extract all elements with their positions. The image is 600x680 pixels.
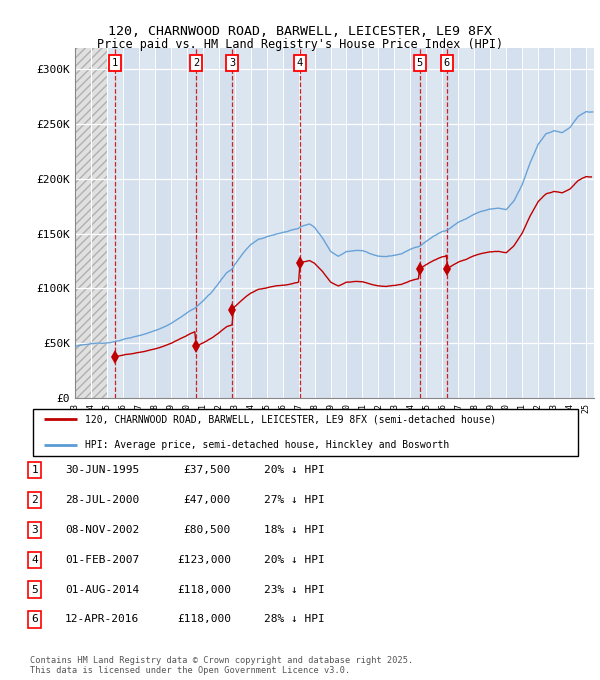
Bar bbox=[570, 48, 586, 398]
Text: 4: 4 bbox=[297, 58, 303, 69]
Text: 28% ↓ HPI: 28% ↓ HPI bbox=[264, 615, 325, 624]
Text: £47,000: £47,000 bbox=[184, 495, 231, 505]
Text: £123,000: £123,000 bbox=[177, 555, 231, 564]
Text: 6: 6 bbox=[443, 58, 450, 69]
Bar bbox=[442, 48, 458, 398]
Text: 3: 3 bbox=[31, 525, 38, 534]
Text: £37,500: £37,500 bbox=[184, 465, 231, 475]
Bar bbox=[219, 48, 235, 398]
Text: 28-JUL-2000: 28-JUL-2000 bbox=[65, 495, 139, 505]
Bar bbox=[75, 48, 107, 398]
Text: 4: 4 bbox=[31, 555, 38, 564]
Text: 5: 5 bbox=[416, 58, 423, 69]
Text: 23% ↓ HPI: 23% ↓ HPI bbox=[264, 585, 325, 594]
Text: £118,000: £118,000 bbox=[177, 585, 231, 594]
Text: This data is licensed under the Open Government Licence v3.0.: This data is licensed under the Open Gov… bbox=[30, 666, 350, 675]
Text: 27% ↓ HPI: 27% ↓ HPI bbox=[264, 495, 325, 505]
Bar bbox=[123, 48, 139, 398]
Text: 6: 6 bbox=[31, 615, 38, 624]
Bar bbox=[155, 48, 171, 398]
Text: £80,500: £80,500 bbox=[184, 525, 231, 534]
Bar bbox=[187, 48, 203, 398]
Bar bbox=[107, 48, 594, 398]
Bar bbox=[474, 48, 490, 398]
Text: 120, CHARNWOOD ROAD, BARWELL, LEICESTER, LE9 8FX (semi-detached house): 120, CHARNWOOD ROAD, BARWELL, LEICESTER,… bbox=[85, 414, 496, 424]
Bar bbox=[346, 48, 362, 398]
Bar bbox=[314, 48, 331, 398]
Text: 18% ↓ HPI: 18% ↓ HPI bbox=[264, 525, 325, 534]
Bar bbox=[538, 48, 554, 398]
Bar bbox=[251, 48, 266, 398]
Bar bbox=[283, 48, 299, 398]
Text: 20% ↓ HPI: 20% ↓ HPI bbox=[264, 465, 325, 475]
Text: 08-NOV-2002: 08-NOV-2002 bbox=[65, 525, 139, 534]
Bar bbox=[75, 48, 107, 398]
Text: Contains HM Land Registry data © Crown copyright and database right 2025.: Contains HM Land Registry data © Crown c… bbox=[30, 656, 413, 665]
Text: 5: 5 bbox=[31, 585, 38, 594]
Text: 1: 1 bbox=[112, 58, 118, 69]
Text: £118,000: £118,000 bbox=[177, 615, 231, 624]
Text: 2: 2 bbox=[31, 495, 38, 505]
Text: 30-JUN-1995: 30-JUN-1995 bbox=[65, 465, 139, 475]
FancyBboxPatch shape bbox=[33, 409, 578, 456]
Text: 1: 1 bbox=[31, 465, 38, 475]
Text: Price paid vs. HM Land Registry's House Price Index (HPI): Price paid vs. HM Land Registry's House … bbox=[97, 38, 503, 51]
Text: 3: 3 bbox=[229, 58, 235, 69]
Bar bbox=[379, 48, 394, 398]
Text: 120, CHARNWOOD ROAD, BARWELL, LEICESTER, LE9 8FX: 120, CHARNWOOD ROAD, BARWELL, LEICESTER,… bbox=[108, 25, 492, 38]
Text: 12-APR-2016: 12-APR-2016 bbox=[65, 615, 139, 624]
Bar bbox=[506, 48, 522, 398]
Bar bbox=[410, 48, 427, 398]
Text: 2: 2 bbox=[193, 58, 199, 69]
Text: 20% ↓ HPI: 20% ↓ HPI bbox=[264, 555, 325, 564]
Text: 01-FEB-2007: 01-FEB-2007 bbox=[65, 555, 139, 564]
Text: HPI: Average price, semi-detached house, Hinckley and Bosworth: HPI: Average price, semi-detached house,… bbox=[85, 440, 449, 450]
Text: 01-AUG-2014: 01-AUG-2014 bbox=[65, 585, 139, 594]
